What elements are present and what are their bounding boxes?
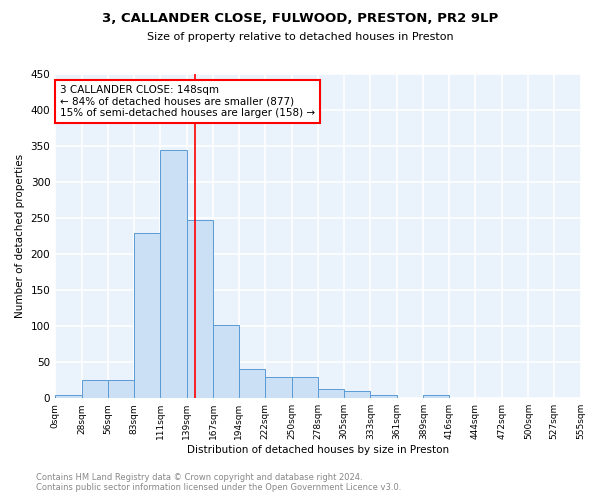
Bar [424,394,449,398]
Text: Size of property relative to detached houses in Preston: Size of property relative to detached ho… [146,32,454,42]
Bar [187,220,213,398]
Bar [319,389,344,398]
Bar [134,232,160,398]
Y-axis label: Number of detached properties: Number of detached properties [15,154,25,318]
Bar [55,394,82,398]
Text: 3 CALLANDER CLOSE: 148sqm
← 84% of detached houses are smaller (877)
15% of semi: 3 CALLANDER CLOSE: 148sqm ← 84% of detac… [60,85,315,118]
Bar [160,150,187,398]
Bar [370,394,397,398]
Bar [108,380,134,398]
Text: 3, CALLANDER CLOSE, FULWOOD, PRESTON, PR2 9LP: 3, CALLANDER CLOSE, FULWOOD, PRESTON, PR… [102,12,498,26]
Bar [292,376,319,398]
Bar [213,326,239,398]
Bar [344,391,370,398]
Bar [265,376,292,398]
Text: Contains HM Land Registry data © Crown copyright and database right 2024.
Contai: Contains HM Land Registry data © Crown c… [36,473,401,492]
Bar [82,380,108,398]
Bar [239,370,265,398]
X-axis label: Distribution of detached houses by size in Preston: Distribution of detached houses by size … [187,445,449,455]
